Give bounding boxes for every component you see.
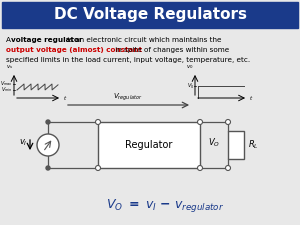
Text: $V_{regulator}$: $V_{regulator}$ — [113, 92, 143, 103]
Text: output voltage (almost) constant: output voltage (almost) constant — [6, 47, 142, 53]
Text: is an electronic circuit which maintains the: is an electronic circuit which maintains… — [65, 37, 221, 43]
Circle shape — [46, 120, 50, 124]
Text: $v_I$: $v_I$ — [20, 138, 28, 148]
Text: Regulator: Regulator — [125, 140, 173, 150]
Text: in spite of changes within some: in spite of changes within some — [113, 47, 229, 53]
Circle shape — [95, 166, 101, 171]
Text: $t$: $t$ — [249, 94, 253, 102]
Circle shape — [95, 119, 101, 124]
Text: $V_0'$: $V_0'$ — [187, 81, 194, 91]
Circle shape — [46, 166, 50, 170]
Text: DC Voltage Regulators: DC Voltage Regulators — [53, 7, 247, 22]
Text: $V_{max}$: $V_{max}$ — [0, 80, 13, 88]
Text: A: A — [6, 37, 13, 43]
Circle shape — [226, 166, 230, 171]
Circle shape — [226, 119, 230, 124]
Text: voltage regulator: voltage regulator — [11, 37, 82, 43]
Circle shape — [197, 119, 202, 124]
Text: $\boldsymbol{V_O}\ \boldsymbol{=}\ \boldsymbol{v_I}\ \boldsymbol{-}\ \boldsymbol: $\boldsymbol{V_O}\ \boldsymbol{=}\ \bold… — [106, 196, 224, 214]
Text: $t$: $t$ — [63, 94, 67, 102]
Circle shape — [37, 134, 59, 156]
Text: $v_s$: $v_s$ — [6, 63, 13, 71]
Circle shape — [197, 166, 202, 171]
Text: $R_L$: $R_L$ — [248, 139, 259, 151]
Bar — [2, 2, 298, 28]
Text: specified limits in the load current, input voltage, temperature, etc.: specified limits in the load current, in… — [6, 57, 250, 63]
Text: $V_{min}$: $V_{min}$ — [2, 86, 13, 94]
Bar — [98, 122, 200, 168]
Text: $v_0$: $v_0$ — [187, 63, 194, 71]
Text: $V_O$: $V_O$ — [208, 137, 220, 149]
Bar — [228, 131, 244, 159]
